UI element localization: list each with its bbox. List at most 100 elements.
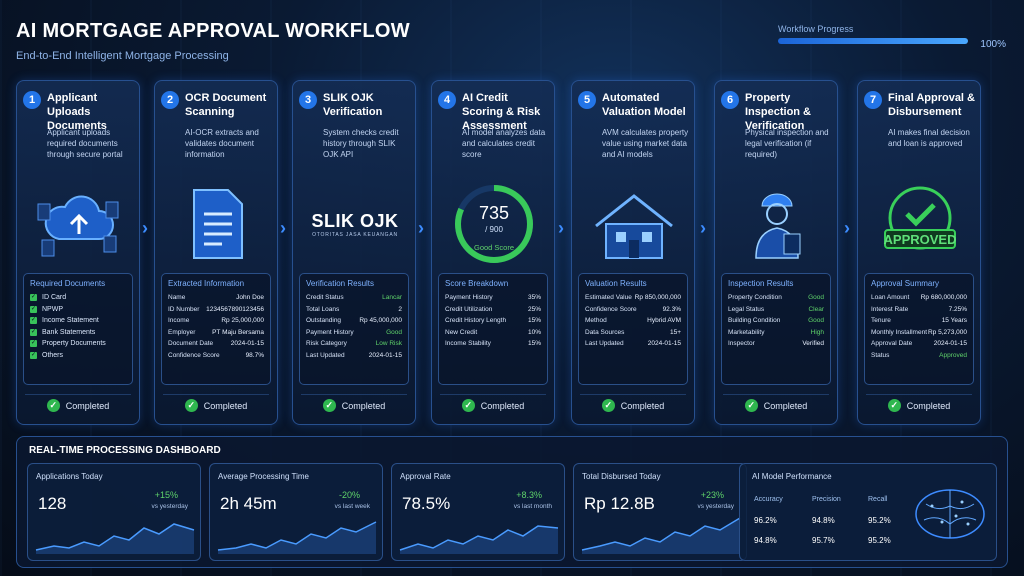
row-label: Document Date [168, 340, 214, 348]
precision-value-1: 94.8% [812, 516, 835, 525]
step-description: AI-OCR extracts and validates document i… [185, 128, 259, 159]
row-label: Payment History [306, 328, 354, 336]
metric-comparison: vs yesterday [151, 503, 189, 510]
row-value: 7.25% [948, 305, 967, 313]
page-title: AI MORTGAGE APPROVAL WORKFLOW [16, 20, 410, 42]
row-label: Payment History [445, 294, 493, 302]
row-label: Employer [168, 328, 196, 336]
check-circle-icon: ✓ [184, 399, 198, 412]
row-label: Confidence Score [168, 351, 220, 359]
row-label: Total Loans [306, 305, 340, 313]
row-value: Rp 850,000,000 [634, 294, 681, 302]
metric-label: Applications Today [36, 472, 103, 481]
row-value: 92.3% [662, 305, 681, 313]
metric-card[interactable]: Average Processing Time 2h 45m -20% vs l… [209, 463, 383, 561]
panel-title: Extracted Information [168, 279, 245, 288]
panel-title: Verification Results [306, 279, 375, 288]
step-number: 3 [299, 91, 317, 109]
row-label: ID Number [168, 305, 200, 313]
step-result-panel: Verification Results Credit Status Lancar T… [299, 273, 409, 385]
row-label: Legal Status [728, 305, 765, 313]
sparkline [581, 517, 741, 554]
document-item: ✓ Income Statement [30, 317, 99, 325]
step-title: SLIK OJK Verification [323, 92, 383, 118]
metric-change: +15% [154, 490, 178, 500]
result-row: Loan Amount Rp 680,000,000 [871, 292, 967, 304]
metric-value: 2h 45m [220, 494, 277, 513]
workflow-step-1[interactable]: 1 Applicant Uploads Documents Applicant … [16, 80, 140, 425]
workflow-step-3[interactable]: 3 SLIK OJK Verification System checks cr… [292, 80, 416, 425]
result-row: Legal Status Clear [728, 304, 824, 316]
check-icon: ✓ [30, 351, 37, 359]
row-value: 2024-01-15 [230, 340, 264, 348]
row-label: Confidence Score [585, 305, 637, 313]
metric-card[interactable]: Approval Rate 78.5% +8.3% vs last month [391, 463, 565, 561]
workflow-step-6[interactable]: 6 Property Inspection & Verification Phy… [714, 80, 838, 425]
row-label: Last Updated [585, 340, 624, 348]
step-result-panel: Extracted Information Name John Doe ID Numb… [161, 273, 271, 385]
step-title: Automated Valuation Model [602, 92, 686, 118]
sparkline [35, 523, 195, 554]
result-row: Credit Status Lancar [306, 292, 402, 304]
step-number: 4 [438, 91, 456, 109]
row-value: Hybrid AVM [647, 317, 681, 325]
result-row: Employer PT Maju Bersama [168, 327, 264, 339]
sparkline [217, 521, 377, 554]
row-label: Property Condition [728, 294, 782, 302]
document-item: ✓ Property Documents [30, 340, 106, 348]
row-label: Loan Amount [871, 294, 910, 302]
result-row: Last Updated 2024-01-15 [306, 350, 402, 362]
progress-fill [778, 38, 968, 44]
step-description: AI makes final decision and loan is appr… [888, 128, 970, 148]
workflow-step-7[interactable]: 7 Final Approval & Disbursement AI makes… [857, 80, 981, 425]
status-completed: ✓ Completed [440, 394, 546, 416]
accuracy-header: Accuracy [754, 496, 783, 503]
workflow-step-2[interactable]: 2 OCR Document Scanning AI-OCR extracts … [154, 80, 278, 425]
row-label: Status [871, 351, 890, 359]
row-value: 1234567890123456 [206, 305, 264, 313]
metric-card[interactable]: Applications Today 128 +15% vs yesterday [27, 463, 201, 561]
step-description: AVM calculates property value using mark… [602, 128, 689, 159]
chevron-right-icon: › [844, 218, 850, 238]
result-row: Monthly Installment Rp 5,273,000 [871, 327, 967, 339]
check-icon: ✓ [30, 317, 37, 325]
step-number: 2 [161, 91, 179, 109]
document-item: ✓ Others [30, 351, 64, 359]
row-value: Low Risk [375, 340, 402, 348]
step-illustration [31, 181, 127, 267]
result-row: Last Updated 2024-01-15 [585, 338, 681, 350]
status-completed: ✓ Completed [580, 394, 686, 416]
workflow-step-4[interactable]: 4 AI Credit Scoring & Risk Assessment AI… [431, 80, 555, 425]
metric-card[interactable]: Total Disbursed Today Rp 12.8B +23% vs y… [573, 463, 747, 561]
result-row: Estimated Value Rp 850,000,000 [585, 292, 681, 304]
recall-value-1: 95.2% [868, 516, 891, 525]
check-circle-icon: ✓ [744, 399, 758, 412]
row-label: New Credit [445, 328, 478, 336]
row-value: 10% [527, 328, 541, 336]
result-row: Confidence Score 92.3% [585, 304, 681, 316]
step-illustration [586, 181, 682, 267]
row-value: 15% [527, 317, 541, 325]
result-row: Building Condition Good [728, 315, 824, 327]
status-completed: ✓ Completed [301, 394, 407, 416]
panel-title: Required Documents [30, 279, 106, 288]
result-row: Interest Rate 7.25% [871, 304, 967, 316]
step-illustration: SLIK OJK OTORITAS JASA KEUANGAN [307, 181, 403, 267]
row-label: Estimated Value [585, 294, 632, 302]
document-item: ✓ NPWP [30, 305, 63, 313]
step-number: 7 [864, 91, 882, 109]
row-label: Marketability [728, 328, 765, 336]
approved-stamp-icon: APPROVED [884, 186, 956, 250]
metric-comparison: vs last month [513, 503, 552, 510]
row-label: Last Updated [306, 351, 345, 359]
result-row: ID Number 1234567890123456 [168, 304, 264, 316]
result-row: Approval Date 2024-01-15 [871, 338, 967, 350]
logo-sub: OTORITAS JASA KEUANGAN [312, 231, 398, 238]
step-description: System checks credit history through SLI… [323, 128, 399, 159]
status-completed: ✓ Completed [25, 394, 131, 416]
slik-ojk-logo: SLIK OJK OTORITAS JASA KEUANGAN [311, 211, 398, 238]
result-row: Data Sources 15+ [585, 327, 681, 339]
workflow-step-5[interactable]: 5 Automated Valuation Model AVM calculat… [571, 80, 695, 425]
metric-label: Total Disbursed Today [582, 472, 661, 481]
score-value: 735 [478, 203, 510, 223]
